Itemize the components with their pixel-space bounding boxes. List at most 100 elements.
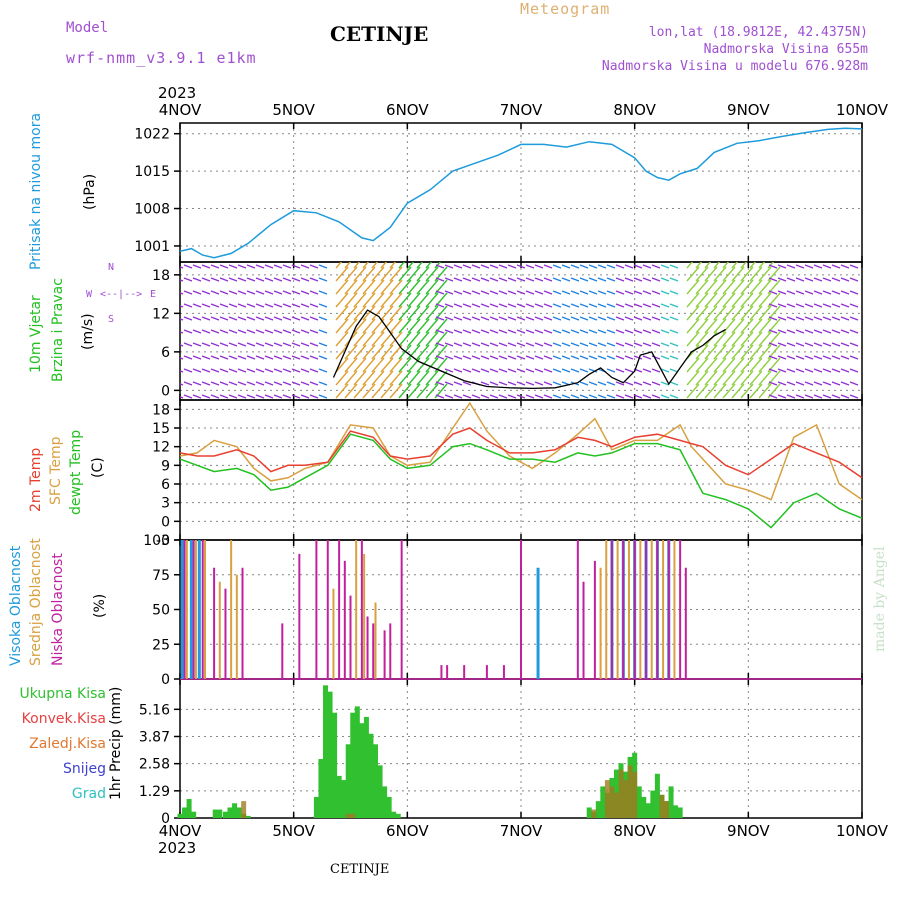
precip-total-bar [182,807,188,818]
wind-barb [651,316,661,321]
wind-barb [246,394,256,399]
wind-barb [309,355,319,360]
wind-barb [543,394,553,399]
wind-barb [543,303,553,308]
wind-barb [516,264,526,269]
precip-total-bar [377,765,383,818]
precip-legend-total: Ukupna Kisa [19,686,106,702]
precip-total-bar [600,786,606,818]
wind-barb [507,355,517,360]
date-label-bottom: 8NOV [613,822,656,840]
wind-barb [389,292,403,308]
wind-barb [219,316,229,321]
wind-barb [425,266,439,282]
wind-barb [849,394,859,399]
wind-barb [398,262,406,269]
wind-barb [669,264,679,269]
wind-barb [822,264,832,269]
wind-barb [462,303,472,308]
wind-barb [597,277,607,282]
precip-total-bar [322,685,328,818]
wind-barb [660,381,670,386]
wind-barb [309,381,319,386]
wind-barb [597,303,607,308]
wind-barb [462,381,472,386]
wind-barb [210,355,220,360]
wind-barb [318,277,328,282]
wind-barb [371,370,385,386]
wind-barb [507,342,517,347]
wind-barb [453,342,463,347]
wind-barb [849,329,859,334]
wind-barb [291,381,301,386]
wind-barb [407,292,421,308]
wind-barb [804,368,814,373]
wind-barb [713,344,727,360]
wind-barb [713,292,727,308]
wind-barb [192,381,202,386]
wind-barb [264,316,274,321]
wind-barb [398,266,412,282]
wind-barb [777,316,787,321]
wind-barb [633,329,643,334]
wind-barb [660,303,670,308]
y-tick-label: 3.87 [139,729,170,745]
precip-total-bar [650,790,656,818]
wind-barb [353,266,367,282]
wind-barb [389,305,403,321]
wind-barb [255,303,265,308]
wind-barb [180,344,184,347]
wind-barb [507,277,517,282]
wind-barb [201,355,211,360]
year-top: 2023 [158,84,197,102]
wind-barb [480,329,490,334]
wind-barb [642,394,652,399]
wind-barb [740,292,754,308]
wind-barb [615,342,625,347]
wind-barb [534,303,544,308]
wind-barb [731,344,745,360]
wind-barb [704,262,712,269]
wind-barb [651,290,661,295]
wind-barb [597,329,607,334]
wind-barb [749,266,763,282]
wind-barb [552,290,562,295]
wind-barb [264,355,274,360]
wind-barb [570,264,580,269]
wind-barb [606,329,616,334]
wind-barb [453,381,463,386]
wind-barb [498,290,508,295]
lonlat-label: lon,lat (18.9812E, 42.4375N) [648,25,868,40]
wind-barb [758,262,766,269]
wind-barb [444,303,454,308]
wind-barb [633,290,643,295]
wind-barb [768,264,778,269]
wind-barb [795,368,805,373]
wind-barb [228,264,238,269]
wind-barb [579,342,589,347]
panel-frame [179,678,863,819]
wind-barb [813,290,823,295]
wind-barb [606,316,616,321]
wind-barb [669,290,679,295]
wind-barb [453,290,463,295]
wind-barb [686,318,700,334]
wind-barb [273,303,283,308]
wind-barb [831,381,841,386]
wind-barb [633,316,643,321]
wind-barb [722,279,736,295]
wind-barb [180,279,184,282]
wind-barb [669,303,679,308]
wind-barb [462,264,472,269]
wind-barb [335,318,349,334]
precip-conv-bar [663,801,669,818]
wind-barb [498,316,508,321]
wind-barb [462,368,472,373]
wind-barb [740,305,754,321]
wind-barb [749,383,763,399]
wind-barb [371,279,385,295]
wind-barb [318,264,328,269]
wind-barb [534,277,544,282]
wind-barb [192,368,202,373]
wind-barb [606,368,616,373]
